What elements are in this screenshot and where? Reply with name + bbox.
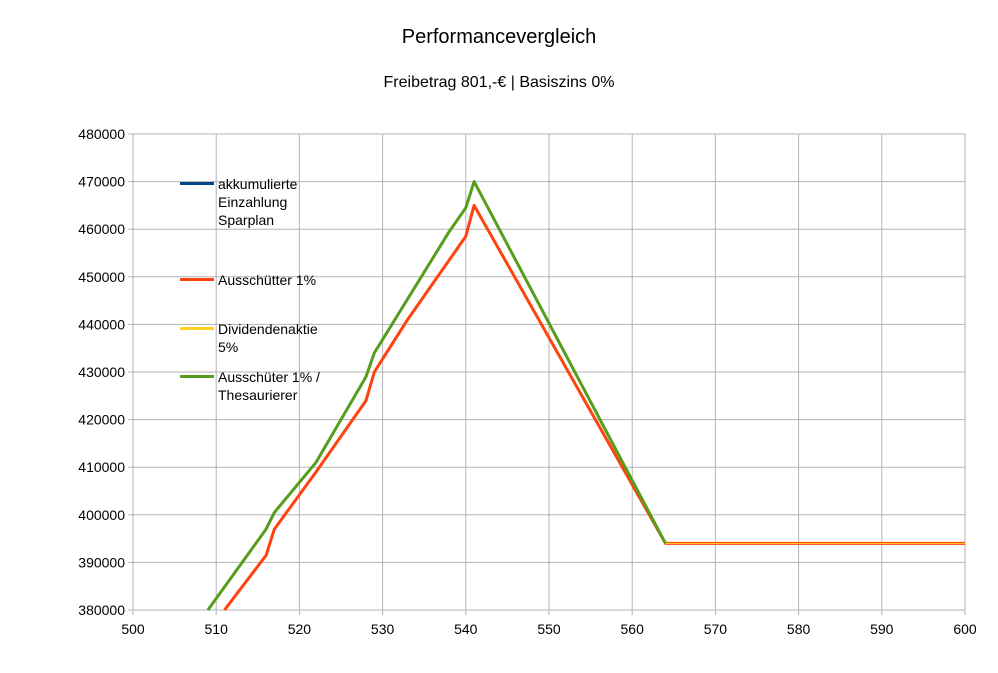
x-tick-label: 500 <box>121 621 145 637</box>
grid-lines <box>128 133 966 615</box>
legend-label: akkumulierte Einzahlung Sparplan <box>218 175 338 229</box>
x-tick-label: 600 <box>953 621 977 637</box>
y-tick-label: 390000 <box>78 554 125 570</box>
x-axis: 500 510 520 530 540 550 560 570 580 590 600 <box>121 621 977 637</box>
series-line-4 <box>206 180 667 611</box>
y-tick-label: 480000 <box>78 126 125 142</box>
legend-label: Ausschütter 1% <box>218 271 338 289</box>
x-tick-label: 550 <box>537 621 561 637</box>
y-tick-label: 440000 <box>78 316 125 332</box>
y-axis: 380000 390000 400000 410000 420000 430000 4400… <box>78 126 125 618</box>
y-tick-label: 400000 <box>78 507 125 523</box>
legend-label-line: Dividendenaktie 5% <box>218 321 318 355</box>
x-tick-label: 590 <box>870 621 894 637</box>
legend-label-line: Einzahlung <box>218 194 288 210</box>
legend-swatch <box>180 327 214 330</box>
x-tick-label: 510 <box>205 621 229 637</box>
legend-label-line: Sparplan <box>218 212 275 228</box>
series-line-2 <box>223 203 965 611</box>
legend-swatch <box>180 182 214 185</box>
series-lines <box>206 180 965 611</box>
x-tick-label: 570 <box>704 621 728 637</box>
y-tick-label: 410000 <box>78 459 125 475</box>
y-tick-label: 450000 <box>78 269 125 285</box>
x-tick-label: 530 <box>371 621 395 637</box>
y-tick-label: 430000 <box>78 364 125 380</box>
legend-label-line: akkumulierte <box>218 176 298 192</box>
y-tick-label: 420000 <box>78 412 125 428</box>
legend-label: Dividendenaktie 5% <box>218 320 338 356</box>
y-tick-label: 380000 <box>78 602 125 618</box>
x-tick-label: 540 <box>454 621 478 637</box>
legend-label-line: Ausschüter 1% / <box>218 369 320 385</box>
chart-subtitle: Freibetrag 801,-€ | Basiszins 0% <box>383 74 615 91</box>
legend-label-line: Thesaurierer <box>218 387 298 403</box>
legend-swatch <box>180 278 214 281</box>
x-tick-label: 580 <box>787 621 811 637</box>
legend-swatch <box>180 375 214 378</box>
chart-title: Performancevergleich <box>401 26 597 48</box>
legend-label-line: Ausschütter 1% <box>218 272 317 288</box>
y-tick-label: 470000 <box>78 174 125 190</box>
y-tick-label: 460000 <box>78 221 125 237</box>
x-tick-label: 560 <box>621 621 645 637</box>
legend-label: Ausschüter 1% / Thesaurierer <box>218 368 338 404</box>
x-tick-label: 520 <box>288 621 312 637</box>
